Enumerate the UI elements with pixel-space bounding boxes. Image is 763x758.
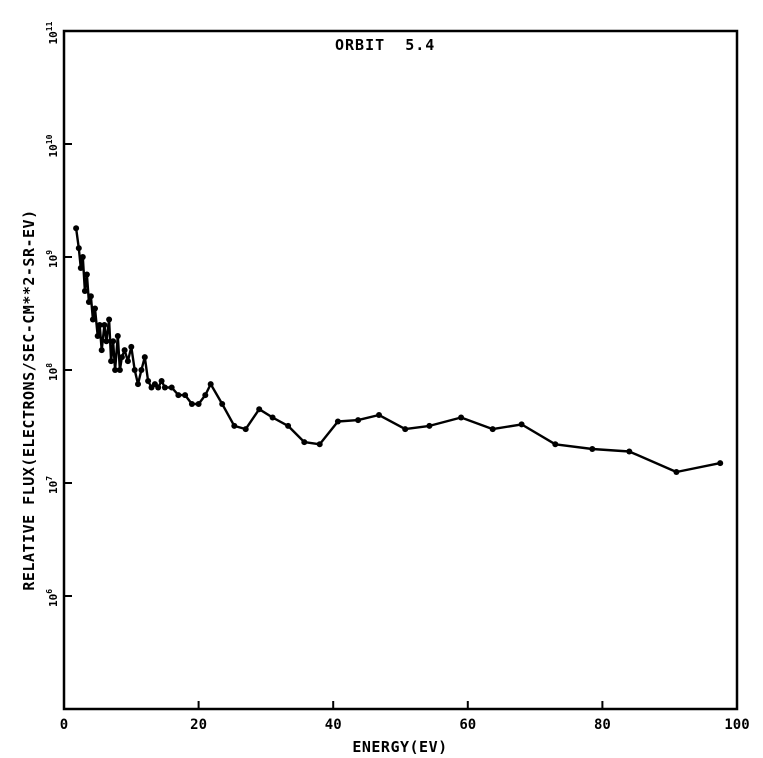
y-tick-label: 1010 <box>45 134 60 157</box>
data-point <box>285 422 292 429</box>
data-point <box>182 392 189 399</box>
y-axis-label: RELATIVE FLUX(ELECTRONS/SEC-CM**2-SR-EV) <box>20 209 38 590</box>
data-point <box>202 392 209 399</box>
data-point <box>110 338 117 345</box>
data-point <box>121 347 128 354</box>
data-point <box>376 412 382 418</box>
x-tick-label: 20 <box>190 717 207 733</box>
data-point <box>108 358 115 365</box>
data-point <box>116 367 123 373</box>
data-point <box>717 460 724 467</box>
data-point <box>89 316 96 323</box>
series-line <box>74 228 721 474</box>
y-tick-base: 10 <box>47 368 60 381</box>
data-point <box>334 418 341 425</box>
y-tick-label: 107 <box>45 476 60 494</box>
y-tick-exponent: 7 <box>45 476 54 481</box>
data-point <box>589 446 596 452</box>
data-point <box>518 421 525 428</box>
data-point <box>673 469 680 475</box>
y-tick-exponent: 11 <box>45 21 54 31</box>
x-tick-label: 0 <box>60 717 68 733</box>
data-point <box>188 401 195 407</box>
data-point <box>355 417 362 424</box>
x-tick-label: 100 <box>724 717 749 733</box>
x-ticks: 0 20 40 60 80 100 <box>60 701 750 733</box>
data-point <box>316 441 323 448</box>
data-point <box>96 322 103 328</box>
y-tick-base: 10 <box>47 255 60 268</box>
data-point <box>112 367 119 373</box>
y-tick-exponent: 6 <box>45 589 54 594</box>
y-tick-base: 10 <box>47 31 60 44</box>
data-point <box>145 378 152 384</box>
data-point <box>79 254 86 260</box>
data-point <box>106 316 113 323</box>
data-point <box>458 414 465 421</box>
y-tick-base: 10 <box>47 481 60 494</box>
data-point <box>231 422 238 429</box>
plot-frame <box>62 29 739 711</box>
data-point <box>256 406 263 413</box>
data-point <box>87 293 94 300</box>
data-point <box>489 426 496 433</box>
data-point <box>101 322 108 328</box>
data-point <box>85 299 92 305</box>
data-point <box>269 414 276 421</box>
data-point <box>128 343 135 350</box>
data-point <box>131 367 138 373</box>
data-point <box>552 441 559 448</box>
x-axis-label: ENERGY(EV) <box>352 738 447 756</box>
y-tick-base: 10 <box>47 144 60 157</box>
data-point <box>626 448 633 455</box>
data-point <box>138 367 145 373</box>
data-point <box>83 271 90 278</box>
data-point <box>124 358 131 365</box>
series-group <box>73 225 724 475</box>
data-point <box>161 384 168 391</box>
y-tick-label: 109 <box>45 250 60 268</box>
data-point <box>242 426 249 433</box>
chart-title: ORBIT 5.4 <box>335 36 435 54</box>
data-point <box>77 265 84 271</box>
y-tick-label: 108 <box>45 363 60 381</box>
data-point <box>141 354 148 361</box>
y-tick-label: 106 <box>45 589 60 607</box>
data-point <box>207 381 214 388</box>
data-point <box>94 333 101 339</box>
data-point <box>301 439 308 446</box>
data-point <box>168 384 175 391</box>
data-point <box>103 338 110 345</box>
y-tick-exponent: 10 <box>45 134 54 144</box>
y-tick-base: 10 <box>47 594 60 607</box>
data-point <box>75 245 82 252</box>
data-point <box>158 378 165 384</box>
x-tick-label: 60 <box>459 717 476 733</box>
data-point <box>118 354 125 361</box>
data-point <box>114 333 121 339</box>
data-point <box>98 347 105 354</box>
x-tick-label: 80 <box>594 717 611 733</box>
y-tick-label: 1011 <box>45 21 60 44</box>
data-point <box>426 422 433 429</box>
data-point <box>73 225 80 232</box>
data-point <box>155 384 162 391</box>
data-point <box>135 381 141 388</box>
data-point <box>219 401 226 407</box>
data-point <box>402 426 409 433</box>
data-point <box>81 288 88 294</box>
data-point <box>195 401 202 407</box>
y-tick-exponent: 8 <box>45 363 54 368</box>
x-tick-label: 40 <box>325 717 342 733</box>
y-tick-exponent: 9 <box>45 250 54 255</box>
data-point <box>175 392 182 399</box>
data-point <box>92 305 98 312</box>
